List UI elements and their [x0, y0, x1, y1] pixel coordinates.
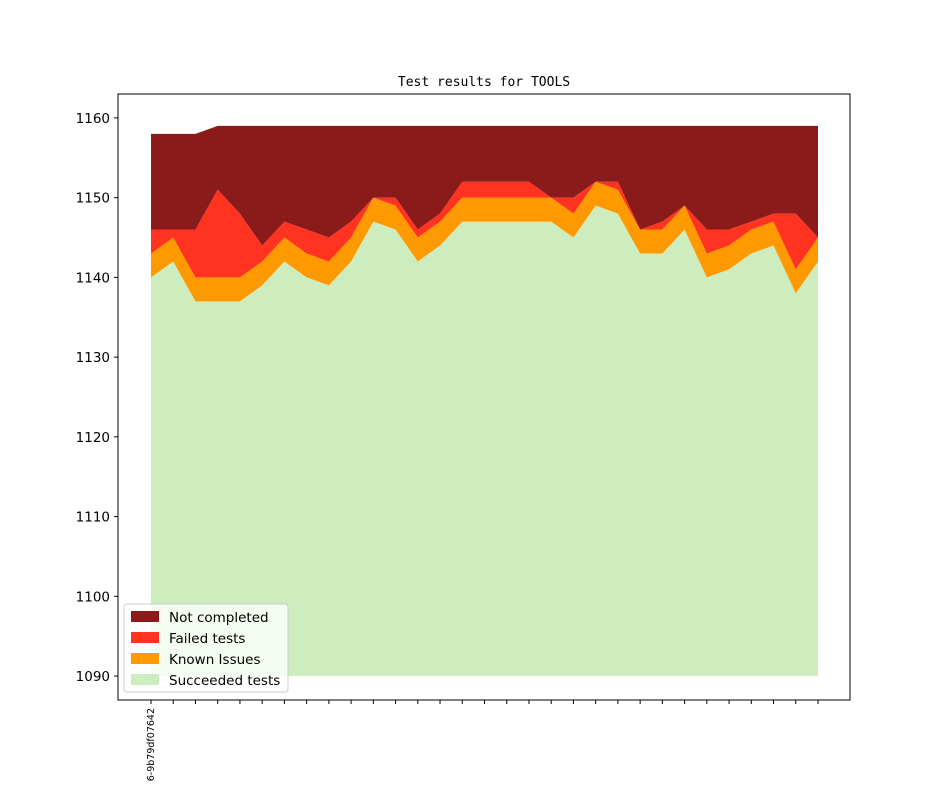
y-axis: 1090 1100 1110 1120 1130 1140 1150 1160 — [76, 111, 118, 685]
legend-box — [123, 603, 289, 693]
legend-label: Succeeded tests — [169, 673, 280, 689]
chart-title: Test results for TOOLS — [398, 75, 570, 90]
y-tick-label: 1160 — [76, 111, 110, 127]
area-series-group — [151, 125, 818, 677]
x-tick-label: 6-9b79df07642 — [146, 708, 157, 781]
legend-label: Known Issues — [169, 652, 261, 668]
legend-swatch — [131, 674, 159, 685]
legend: Not completed Failed tests Known Issues Suc… — [123, 603, 289, 693]
area-succeeded-tests — [151, 205, 818, 677]
area-known-issues — [151, 181, 818, 302]
y-tick-label: 1120 — [76, 430, 110, 446]
legend-swatch — [131, 632, 159, 643]
y-tick-label: 1100 — [76, 589, 110, 605]
y-tick-label: 1150 — [76, 191, 110, 207]
area-not-completed — [151, 125, 818, 246]
legend-swatch — [131, 611, 159, 622]
area-failed-tests — [151, 181, 818, 278]
y-tick-label: 1130 — [76, 350, 110, 366]
legend-swatch — [131, 653, 159, 664]
y-tick-label: 1110 — [76, 510, 110, 526]
y-tick-label: 1140 — [76, 270, 110, 286]
legend-label: Not completed — [169, 610, 269, 626]
legend-label: Failed tests — [169, 631, 245, 647]
y-tick-label: 1090 — [76, 669, 110, 685]
x-axis: 6-9b79df07642 — [146, 700, 819, 781]
